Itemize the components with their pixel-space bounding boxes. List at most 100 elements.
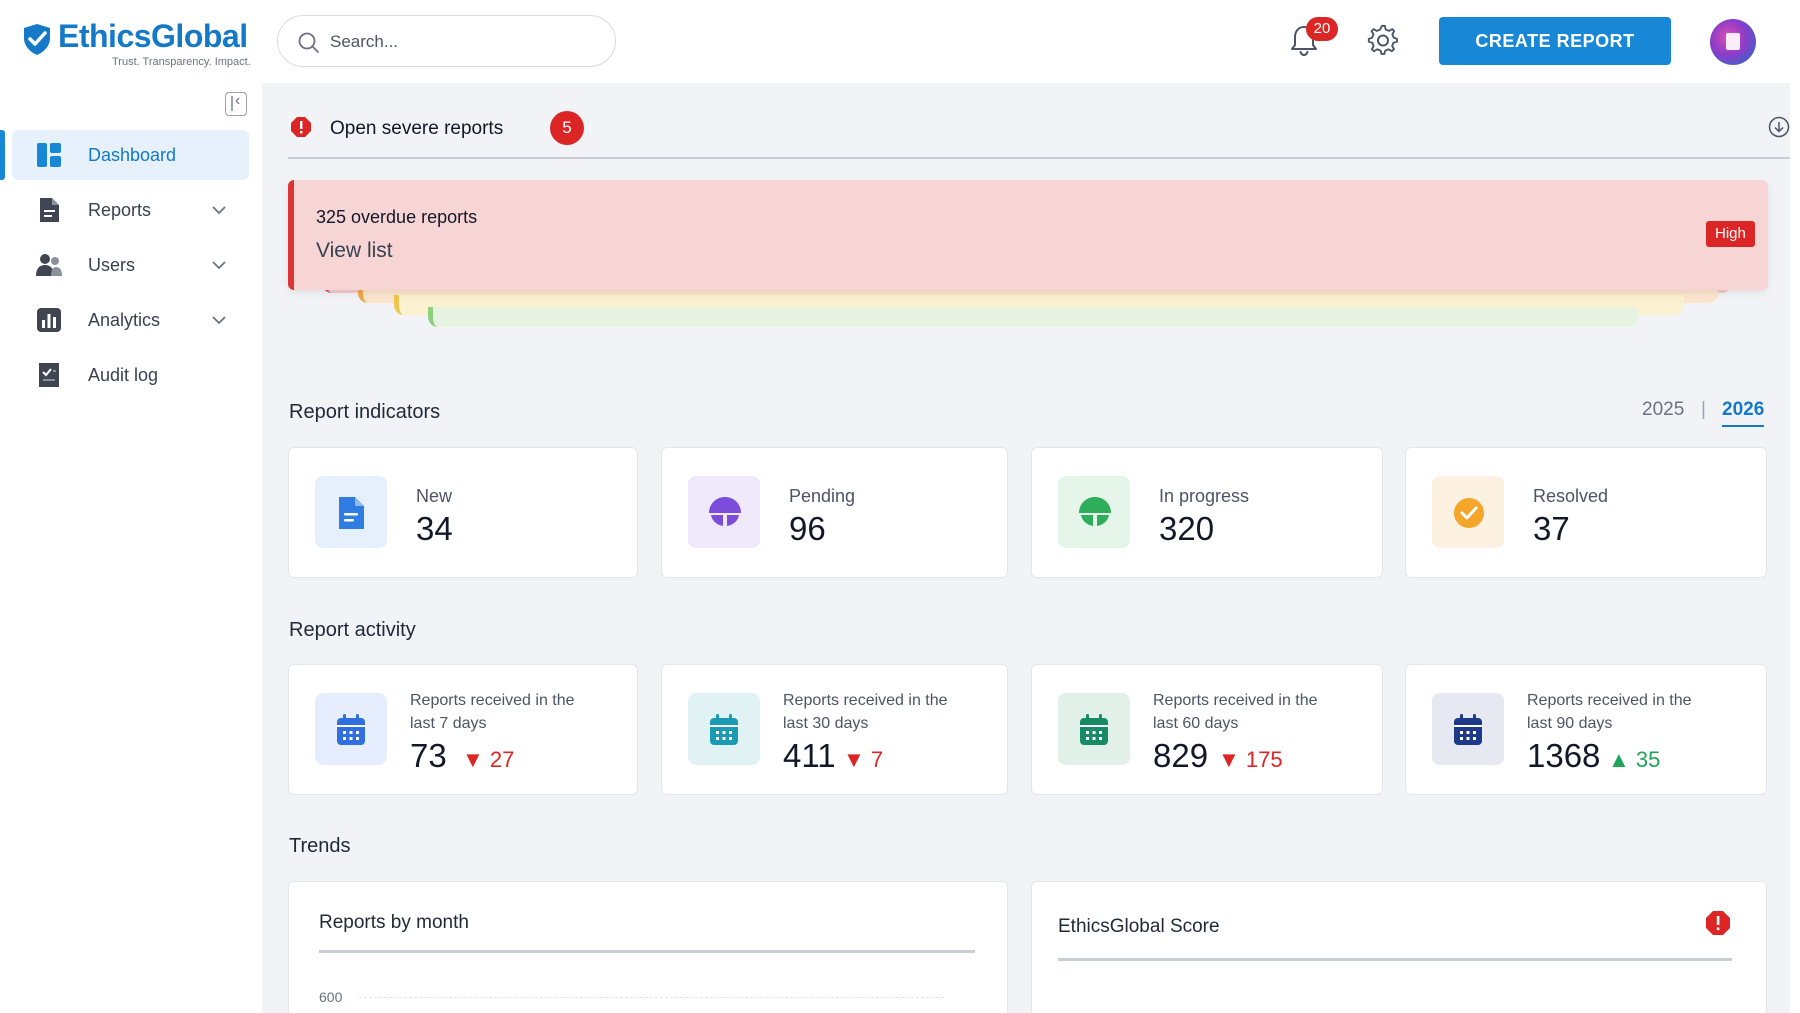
notifications-count-badge[interactable]: 20 [1306,17,1338,41]
activity-card-60-days[interactable]: Reports received in the last 60 days 829… [1031,664,1383,795]
search-icon [298,32,319,53]
users-icon [36,254,62,276]
view-list-link[interactable]: View list [316,239,393,262]
brand-check-icon [24,24,50,55]
sidebar-nav: Dashboard Reports Users [0,130,262,405]
activity-delta-down: ▼ 175 [1218,747,1283,772]
activity-delta-value: 27 [489,747,515,772]
severe-reports-count: 5 [550,111,584,145]
dashboard-icon [37,143,61,167]
indicator-label: New [416,486,453,506]
year-tab-2025[interactable]: 2025 [1642,399,1685,420]
alert-icon[interactable] [1705,910,1731,936]
search-box[interactable] [277,15,616,67]
activity-delta-up: ▲ 35 [1608,747,1661,772]
indicator-icon-box [1432,476,1504,548]
indicator-card-pending[interactable]: Pending 96 [661,447,1008,578]
indicator-value: 37 [1533,510,1570,547]
overdue-alert-card[interactable]: 325 overdue reports View list High [288,180,1768,290]
indicator-card-in-progress[interactable]: In progress 320 [1031,447,1383,578]
indicator-card-resolved[interactable]: Resolved 37 [1405,447,1767,578]
activity-card-7-days[interactable]: Reports received in the last 7 days 73 ▼… [288,664,638,795]
indicator-value: 320 [1159,510,1215,547]
sidebar-item-label: Analytics [88,309,161,330]
severity-badge: High [1706,221,1755,247]
activity-label: Reports received in the last 7 days [410,692,575,732]
chevron-down-icon[interactable] [210,201,228,219]
document-icon [40,198,59,222]
severe-reports-header: Open severe reports 5 [288,111,1796,159]
check-icon [1454,498,1484,528]
alert-icon [291,117,311,137]
reports-by-month-title: Reports by month [319,912,469,933]
indicator-icon-box [688,476,760,548]
activity-card-90-days[interactable]: Reports received in the last 90 days 136… [1405,664,1767,795]
sidebar-item-audit-log[interactable]: Audit log [0,350,262,400]
activity-value: 1368 [1527,737,1601,774]
calendar-icon [337,714,365,745]
activity-value: 411 [783,737,836,774]
ethicsglobal-score-card: EthicsGlobal Score [1031,881,1767,1013]
year-selector: 2025 | 2026 [1642,399,1792,433]
calendar-icon [1454,714,1482,745]
sidebar-item-label: Users [88,254,136,275]
search-input[interactable] [330,28,600,56]
indicator-value: 34 [416,510,453,547]
sidebar-item-dashboard[interactable]: Dashboard [0,130,249,180]
chevron-down-icon[interactable] [210,311,228,329]
report-activity-title: Report activity [289,619,416,641]
sidebar-item-label: Audit log [88,364,159,385]
analytics-icon [37,308,61,332]
indicator-card-new[interactable]: New 34 [288,447,638,578]
reports-by-month-card: Reports by month 600 [288,881,1008,1013]
indicator-label: Resolved [1533,486,1609,506]
activity-icon-box [688,693,760,765]
stack-layer-green [428,307,1638,327]
chart-divider [319,950,975,953]
chevron-down-icon[interactable] [210,256,228,274]
user-avatar[interactable] [1710,19,1756,65]
activity-delta-down: ▼ 7 [843,747,884,772]
alert-title: 325 overdue reports [316,207,478,227]
audit-log-icon [39,363,59,387]
indicator-value: 96 [789,510,826,547]
expand-circle-down-icon[interactable] [1768,116,1790,138]
page-scrollbar[interactable] [1790,83,1800,1013]
activity-value: 73 [410,737,447,774]
activity-icon-box [1058,693,1130,765]
chart-gridline [359,997,944,998]
indicator-label: Pending [789,486,856,506]
collapse-sidebar-icon[interactable] [225,92,247,116]
activity-label: Reports received in the last 60 days [1153,692,1318,732]
trends-title: Trends [289,835,351,857]
year-separator: | [1701,399,1706,420]
settings-gear-icon[interactable] [1366,24,1400,58]
activity-delta-value: 35 [1635,747,1661,772]
activity-delta-value: 7 [870,747,884,772]
top-bar: EthicsGlobal Trust. Transparency. Impact… [0,0,1800,83]
severe-reports-title: Open severe reports [330,118,504,139]
calendar-icon [1080,714,1108,745]
sidebar-item-users[interactable]: Users [0,240,262,290]
in-progress-icon [1079,497,1111,526]
sidebar-item-reports[interactable]: Reports [0,185,262,235]
indicator-icon-box [1058,476,1130,548]
activity-icon-box [315,693,387,765]
brand-logo[interactable]: EthicsGlobal Trust. Transparency. Impact… [20,16,260,72]
pending-icon [709,497,741,526]
sidebar-item-label: Dashboard [88,144,177,165]
create-report-button[interactable]: CREATE REPORT [1439,17,1671,65]
sidebar-item-analytics[interactable]: Analytics [0,295,262,345]
brand-name: EthicsGlobal [58,18,248,54]
activity-label: Reports received in the last 90 days [1527,692,1692,732]
indicator-label: In progress [1159,486,1250,506]
activity-value: 829 [1153,737,1209,774]
activity-delta-down: ▼ 27 [462,747,515,772]
report-indicators-title: Report indicators [289,401,441,423]
calendar-icon [710,714,738,745]
indicator-icon-box [315,476,387,548]
year-tab-2026[interactable]: 2026 [1722,399,1765,427]
activity-card-30-days[interactable]: Reports received in the last 30 days 411… [661,664,1008,795]
main-content: Open severe reports 5 325 overdue report… [262,83,1800,1013]
sidebar-item-label: Reports [88,199,152,220]
